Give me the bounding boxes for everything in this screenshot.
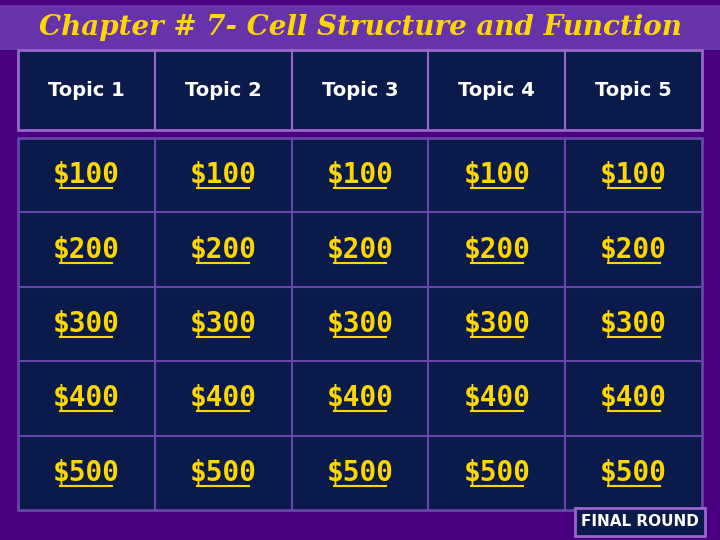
Text: $100: $100	[326, 161, 394, 189]
Text: $400: $400	[53, 384, 120, 413]
Text: $300: $300	[463, 310, 531, 338]
Text: $100: $100	[463, 161, 531, 189]
Text: Topic 2: Topic 2	[185, 80, 261, 99]
Text: $400: $400	[326, 384, 394, 413]
Text: $200: $200	[326, 235, 394, 264]
Text: Chapter # 7- Cell Structure and Function: Chapter # 7- Cell Structure and Function	[39, 14, 681, 41]
Text: $200: $200	[463, 235, 531, 264]
FancyBboxPatch shape	[18, 50, 702, 130]
Text: $500: $500	[326, 459, 394, 487]
Text: $500: $500	[53, 459, 120, 487]
Text: $100: $100	[53, 161, 120, 189]
Text: Topic 4: Topic 4	[459, 80, 535, 99]
Text: $100: $100	[600, 161, 667, 189]
Text: $300: $300	[326, 310, 394, 338]
Text: $500: $500	[463, 459, 531, 487]
Text: $400: $400	[463, 384, 531, 413]
FancyBboxPatch shape	[575, 508, 705, 536]
Text: $300: $300	[53, 310, 120, 338]
Text: $400: $400	[600, 384, 667, 413]
Text: $500: $500	[189, 459, 257, 487]
Text: $200: $200	[53, 235, 120, 264]
Text: $100: $100	[189, 161, 257, 189]
Text: Topic 5: Topic 5	[595, 80, 672, 99]
FancyBboxPatch shape	[18, 138, 702, 510]
Text: $300: $300	[600, 310, 667, 338]
Text: Topic 3: Topic 3	[322, 80, 398, 99]
Text: $500: $500	[600, 459, 667, 487]
Text: $200: $200	[600, 235, 667, 264]
FancyBboxPatch shape	[0, 5, 720, 50]
Text: FINAL ROUND: FINAL ROUND	[581, 515, 699, 530]
Text: Topic 1: Topic 1	[48, 80, 125, 99]
Text: $300: $300	[189, 310, 257, 338]
Text: $200: $200	[189, 235, 257, 264]
Text: $400: $400	[189, 384, 257, 413]
